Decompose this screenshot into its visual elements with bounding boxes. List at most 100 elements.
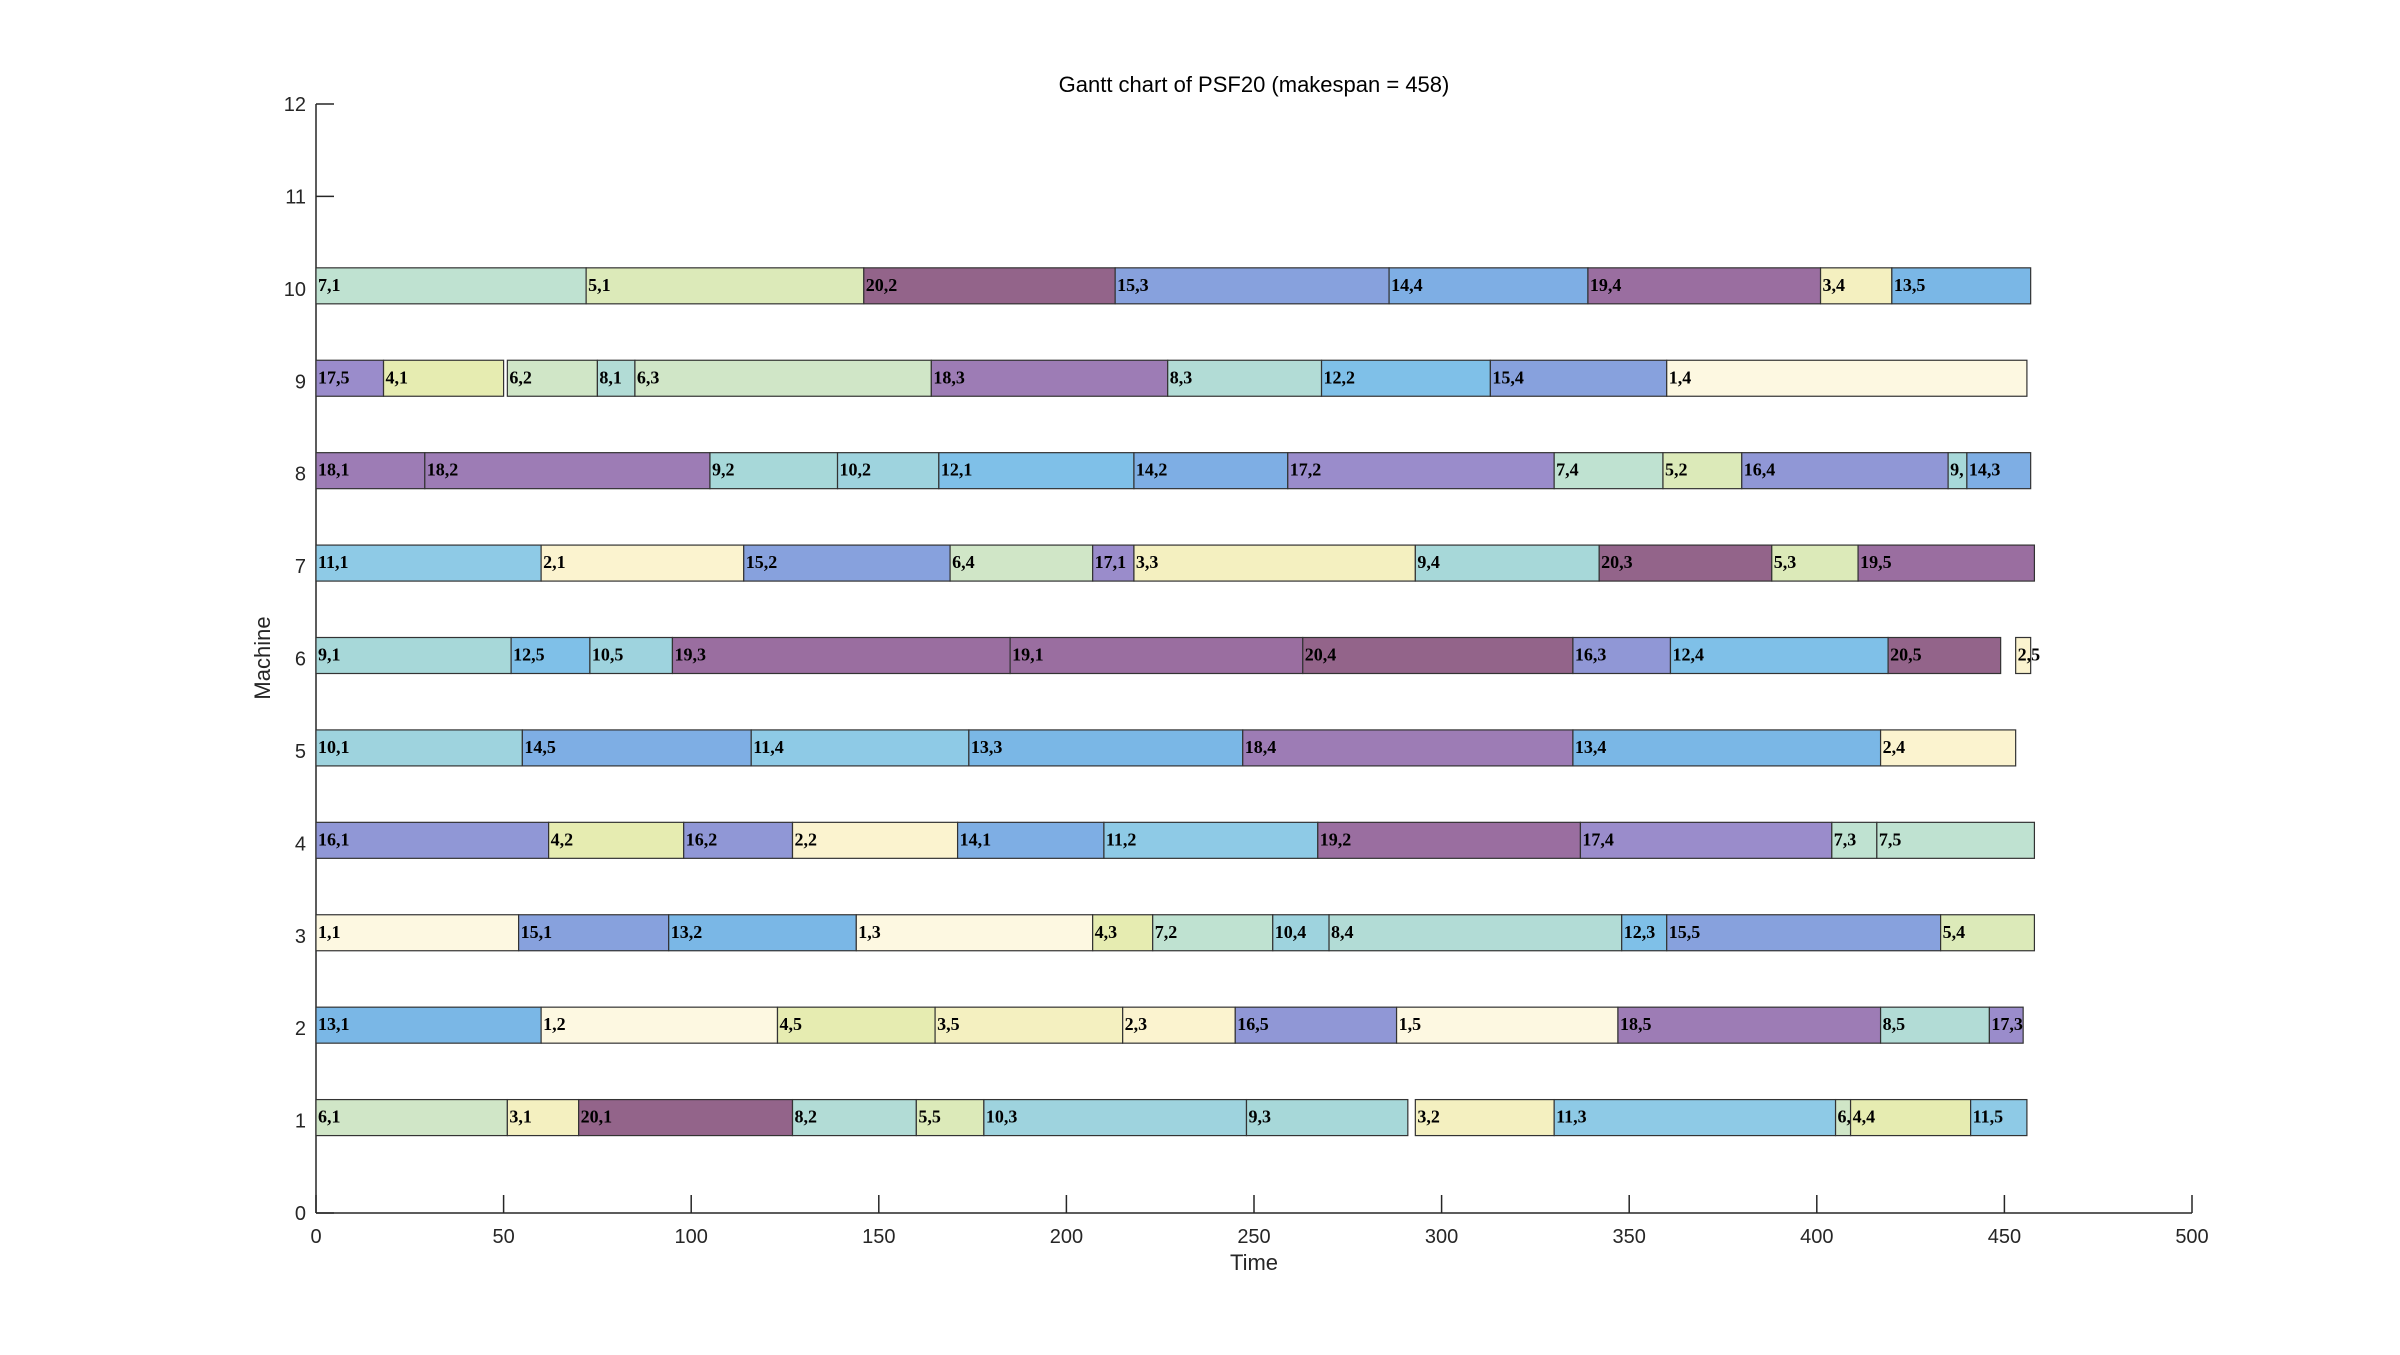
operation-label: 11,5: [1973, 1107, 2004, 1127]
operation-label: 6,2: [509, 367, 532, 387]
operation-bar: [915, 1098, 985, 1137]
operation-bar: [578, 1098, 794, 1137]
operation-bar: [1879, 729, 2017, 767]
operation-label: 9,: [1950, 460, 1964, 480]
operation-bar: [1617, 1006, 1882, 1044]
operation-label: 2,3: [1125, 1014, 1148, 1034]
operation-bar: [1579, 821, 1833, 859]
operation-label: 15,3: [1117, 275, 1149, 295]
y-axis-title: Machine: [250, 616, 275, 699]
operation-bar: [1388, 267, 1589, 305]
operation-bar: [521, 729, 752, 767]
operation-label: 17,3: [1991, 1014, 2023, 1034]
operation-bar: [2015, 636, 2032, 675]
operation-label: 19,1: [1012, 645, 1044, 665]
y-tick-label: 12: [284, 94, 306, 116]
operation-bar: [596, 359, 636, 397]
operation-label: 20,4: [1305, 645, 1337, 665]
operation-bar: [776, 1006, 936, 1044]
operation-label: 7,1: [318, 275, 341, 295]
operation-label: 4,1: [386, 367, 409, 387]
operation-label: 14,3: [1969, 460, 2001, 480]
operation-label: 9,4: [1417, 552, 1440, 572]
machine-row-4: 16,1 4,2 16,2 2,2 14,1 11,2 19,2 17,4 7,3 7,5: [315, 821, 2036, 859]
y-tick-label: 2: [295, 1018, 306, 1040]
operation-bar: [1587, 267, 1822, 305]
operation-bar: [1741, 452, 1949, 490]
operation-label: 2,5: [2018, 645, 2041, 665]
machine-row-2: 13,1 1,2 4,5 3,5 2,3 16,5 1,5 18,5 8,5 17,3: [315, 1006, 2024, 1044]
x-tick-label: 500: [2175, 1226, 2208, 1248]
operation-bar: [949, 544, 1094, 582]
operation-label: 8,3: [1170, 367, 1193, 387]
operation-label: 20,2: [866, 275, 898, 295]
operation-label: 16,3: [1575, 645, 1607, 665]
operation-label: 1,2: [543, 1014, 566, 1034]
operation-bar: [930, 359, 1169, 397]
operation-bar: [1245, 1098, 1409, 1137]
operation-label: 15,1: [521, 922, 553, 942]
operation-bar: [1133, 544, 1416, 582]
operation-label: 18,2: [427, 460, 459, 480]
operation-bar: [540, 1006, 779, 1044]
y-tick-label: 4: [295, 833, 306, 855]
chart-title: Gantt chart of PSF20 (makespan = 458): [1059, 72, 1450, 97]
operation-bar: [1122, 1006, 1236, 1044]
x-tick-label: 350: [1613, 1226, 1646, 1248]
operation-label: 6,3: [637, 367, 660, 387]
operation-label: 14,1: [960, 829, 992, 849]
operation-label: 11,4: [753, 737, 784, 757]
operation-bar: [1831, 821, 1878, 859]
x-tick-label: 50: [492, 1226, 514, 1248]
x-axis-title: Time: [1230, 1250, 1278, 1275]
operation-label: 16,5: [1237, 1014, 1269, 1034]
operation-bar: [836, 452, 940, 490]
operation-label: 15,2: [746, 552, 778, 572]
operation-bar: [1988, 1006, 2024, 1044]
operation-bar: [315, 452, 426, 490]
operation-label: 8,2: [795, 1107, 818, 1127]
operation-label: 13,2: [671, 922, 703, 942]
operation-bar: [1103, 821, 1319, 859]
operation-bar: [791, 1098, 917, 1137]
y-tick-label: 11: [285, 186, 306, 208]
operation-label: 3,5: [937, 1014, 960, 1034]
operation-bar: [855, 914, 1094, 952]
operation-label: 5,3: [1774, 552, 1797, 572]
operation-label: 10,1: [318, 737, 350, 757]
operation-bar: [1414, 544, 1600, 582]
operation-label: 14,2: [1136, 460, 1168, 480]
operation-bar: [1317, 821, 1582, 859]
x-tick-label: 300: [1425, 1226, 1458, 1248]
operation-bar: [934, 1006, 1124, 1044]
y-tick-label: 0: [295, 1203, 306, 1225]
operation-label: 7,4: [1556, 460, 1579, 480]
x-tick-label: 100: [675, 1226, 708, 1248]
operation-label: 1,3: [858, 922, 881, 942]
operation-label: 13,3: [971, 737, 1003, 757]
operation-bar: [1489, 359, 1668, 397]
operation-bar: [1114, 267, 1390, 305]
y-tick-label: 3: [295, 926, 306, 948]
operation-bar: [938, 452, 1135, 490]
operation-bar: [315, 914, 520, 952]
y-tick-label: 10: [284, 279, 306, 301]
operation-bar: [1970, 1098, 2028, 1137]
machine-row-7: 11,1 2,1 15,2 6,4 17,1 3,3 9,4 20,3 5,3 19,5: [315, 544, 2036, 582]
operation-bar: [315, 821, 550, 859]
operation-bar: [1666, 359, 2028, 397]
operation-bar: [1152, 914, 1274, 952]
operation-label: 19,3: [674, 645, 706, 665]
operation-label: 12,4: [1672, 645, 1704, 665]
operation-label: 14,4: [1391, 275, 1423, 295]
y-tick-label: 8: [295, 464, 306, 486]
operation-bar: [1167, 359, 1323, 397]
operation-label: 9,3: [1248, 1107, 1271, 1127]
operation-label: 12,2: [1324, 367, 1356, 387]
operation-bar: [634, 359, 932, 397]
operation-bar: [743, 544, 951, 582]
operation-bar: [1009, 636, 1304, 675]
operation-label: 5,4: [1943, 922, 1966, 942]
operation-bar: [1662, 452, 1743, 490]
